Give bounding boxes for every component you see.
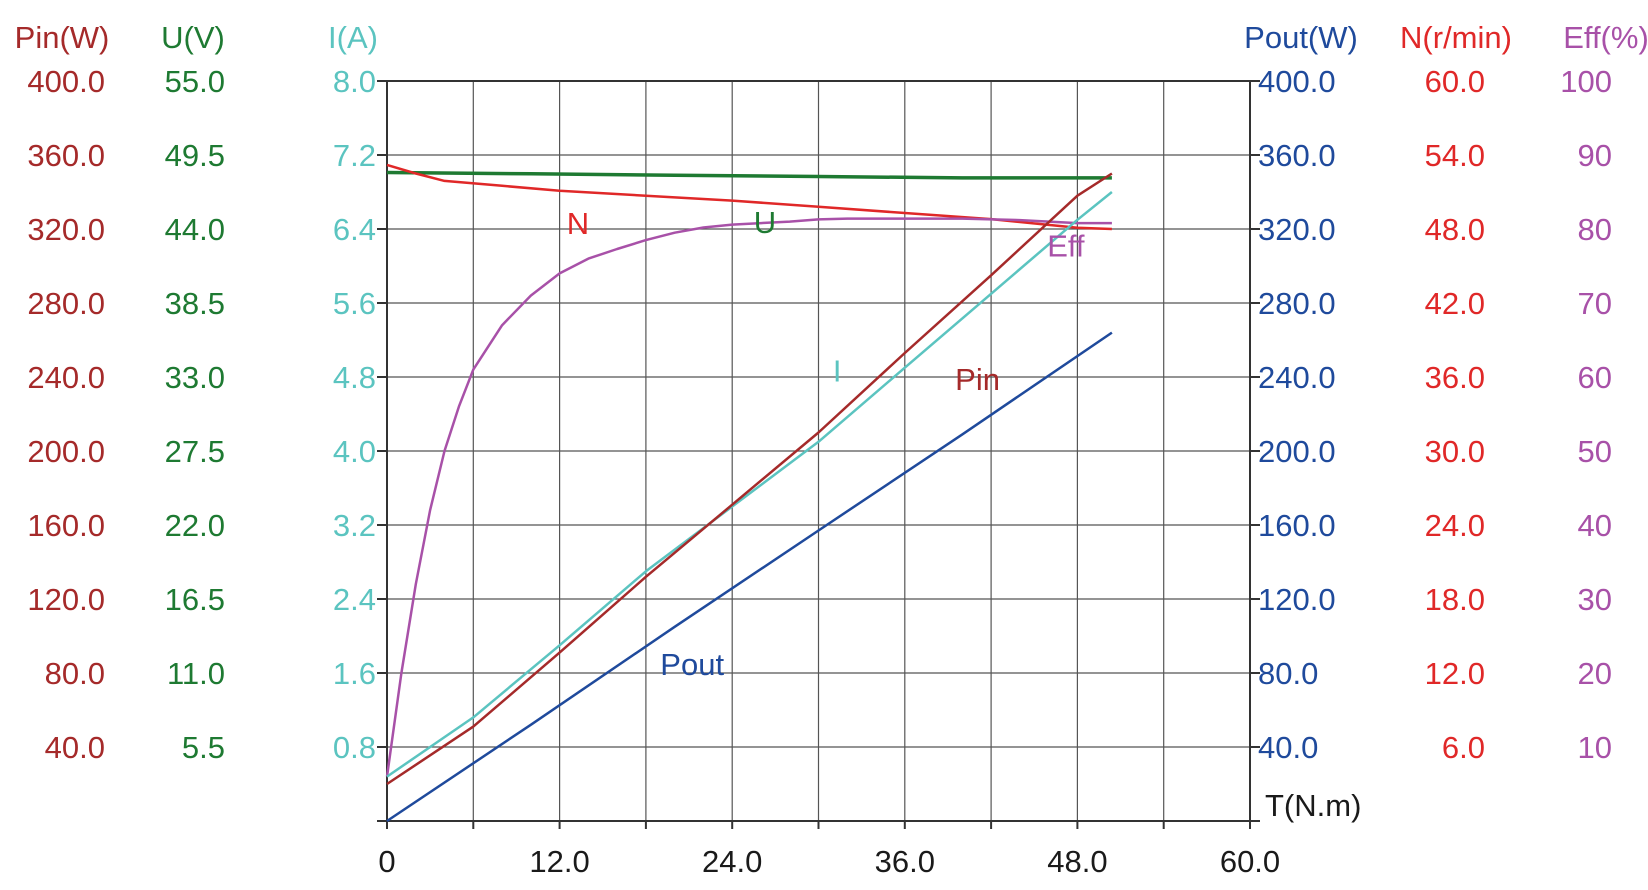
axis-tick-pout: 400.0 <box>1258 64 1336 99</box>
axis-tick-i: 7.2 <box>333 138 376 173</box>
series-label-i: I <box>833 354 842 389</box>
axis-tick-eff: 40 <box>1578 508 1612 543</box>
axis-tick-u: 11.0 <box>167 656 225 691</box>
series-line-i <box>386 191 1113 778</box>
axis-tick-pin: 320.0 <box>27 212 105 247</box>
axis-title-n: N(r/min) <box>1400 20 1512 55</box>
axis-title-u: U(V) <box>161 20 225 55</box>
grid <box>387 81 1250 821</box>
axis-tick-u: 33.0 <box>165 360 225 395</box>
axis-tick-eff: 90 <box>1578 138 1612 173</box>
axis-tick-pout: 120.0 <box>1258 582 1336 617</box>
axis-tick-u: 44.0 <box>165 212 225 247</box>
series-label-pin: Pin <box>955 362 1000 397</box>
x-tick-label: 0 <box>378 844 395 879</box>
axis-tick-pin: 200.0 <box>27 434 105 469</box>
axis-tick-i: 8.0 <box>333 64 376 99</box>
axis-tick-i: 5.6 <box>333 286 376 321</box>
axis-tick-pout: 320.0 <box>1258 212 1336 247</box>
axis-tick-pin: 240.0 <box>27 360 105 395</box>
axis-tick-eff: 80 <box>1578 212 1612 247</box>
series-label-n: N <box>567 206 589 241</box>
axis-title-pout: Pout(W) <box>1244 20 1358 55</box>
axis-tick-n: 48.0 <box>1425 212 1485 247</box>
labels-layer: U N Eff I Pin Pout <box>567 205 1085 682</box>
series-line-u <box>386 170 1112 180</box>
x-tick-label: 48.0 <box>1047 844 1107 879</box>
axes-layer: 0 12.0 24.0 36.0 48.0 60.0 Pin(W) 400.0 360.0 320… <box>15 20 1648 879</box>
axis-tick-eff: 60 <box>1578 360 1612 395</box>
axis-tick-u: 16.5 <box>165 582 225 617</box>
axis-tick-u: 55.0 <box>165 64 225 99</box>
axis-tick-i: 0.8 <box>333 730 376 765</box>
series-label-u: U <box>754 205 776 240</box>
axis-tick-u: 5.5 <box>182 730 225 765</box>
axis-tick-pin: 80.0 <box>45 656 105 691</box>
series-label-pout: Pout <box>660 647 724 682</box>
axis-tick-pin: 400.0 <box>27 64 105 99</box>
axis-tick-i: 3.2 <box>333 508 376 543</box>
axis-tick-n: 30.0 <box>1425 434 1485 469</box>
axis-tick-pout: 200.0 <box>1258 434 1336 469</box>
axis-tick-pin: 120.0 <box>27 582 105 617</box>
x-tick-label: 12.0 <box>529 844 589 879</box>
axis-tick-eff: 20 <box>1578 656 1612 691</box>
series-line-pin <box>386 172 1113 786</box>
axis-tick-eff: 100 <box>1560 64 1612 99</box>
axis-tick-eff: 30 <box>1578 582 1612 617</box>
series-line-eff <box>385 217 1112 777</box>
axis-tick-n: 6.0 <box>1442 730 1485 765</box>
axis-tick-pin: 160.0 <box>27 508 105 543</box>
axis-title-pin: Pin(W) <box>15 20 110 55</box>
axis-tick-n: 36.0 <box>1425 360 1485 395</box>
x-tick-label: 36.0 <box>875 844 935 879</box>
axis-tick-u: 49.5 <box>165 138 225 173</box>
axis-tick-eff: 70 <box>1578 286 1612 321</box>
axis-tick-n: 24.0 <box>1425 508 1485 543</box>
axis-title-eff: Eff(%) <box>1563 20 1648 55</box>
axis-tick-u: 27.5 <box>165 434 225 469</box>
x-tick-label: 60.0 <box>1220 844 1280 879</box>
axis-tick-eff: 50 <box>1578 434 1612 469</box>
axis-tick-i: 4.0 <box>333 434 376 469</box>
axis-tick-eff: 10 <box>1578 730 1612 765</box>
axis-tick-i: 2.4 <box>333 582 376 617</box>
axis-tick-n: 42.0 <box>1425 286 1485 321</box>
axis-tick-u: 38.5 <box>165 286 225 321</box>
axis-tick-pin: 280.0 <box>27 286 105 321</box>
axis-tick-n: 12.0 <box>1425 656 1485 691</box>
series-line-pout <box>386 331 1113 823</box>
series-layer <box>385 163 1113 823</box>
axis-title-i: I(A) <box>328 20 378 55</box>
axis-tick-n: 60.0 <box>1425 64 1485 99</box>
axis-tick-pin: 360.0 <box>27 138 105 173</box>
axis-tick-u: 22.0 <box>165 508 225 543</box>
axis-tick-pout: 80.0 <box>1258 656 1318 691</box>
x-axis-title: T(N.m) <box>1265 788 1361 823</box>
axis-tick-i: 4.8 <box>333 360 376 395</box>
axis-tick-i: 1.6 <box>333 656 376 691</box>
x-tick-label: 24.0 <box>702 844 762 879</box>
series-label-eff: Eff <box>1047 228 1085 263</box>
axis-tick-i: 6.4 <box>333 212 376 247</box>
axis-tick-pin: 40.0 <box>45 730 105 765</box>
plot-frame <box>377 80 1260 829</box>
axis-tick-n: 18.0 <box>1425 582 1485 617</box>
axis-tick-pout: 160.0 <box>1258 508 1336 543</box>
axis-tick-pout: 360.0 <box>1258 138 1336 173</box>
axis-tick-pout: 240.0 <box>1258 360 1336 395</box>
axis-tick-pout: 280.0 <box>1258 286 1336 321</box>
axis-tick-n: 54.0 <box>1425 138 1485 173</box>
axis-tick-pout: 40.0 <box>1258 730 1318 765</box>
